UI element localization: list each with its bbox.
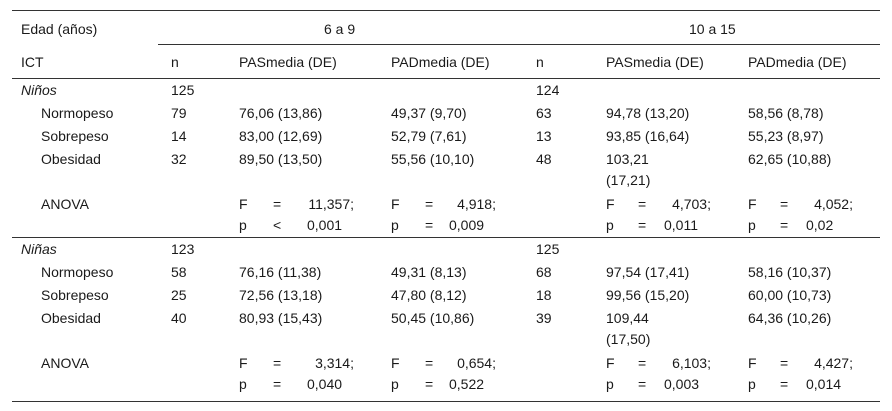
data-table: Edad (años) 6 a 9 10 a 15 ICT n PASmedia… [12, 10, 880, 402]
row-label: Sobrepeso [41, 128, 109, 144]
row-n1: 25 [171, 287, 187, 303]
row-label: Sobrepeso [41, 287, 109, 303]
row-pas1: 80,93 (15,43) [239, 310, 323, 326]
row-pad1: 47,80 (8,12) [391, 287, 467, 303]
header-divider [12, 78, 880, 79]
anova-pas2: F = 6,103; p = 0,003 [606, 355, 711, 392]
anova-pad1: F = 0,654; p = 0,522 [391, 355, 496, 392]
row-n2: 48 [536, 151, 552, 167]
row-n2: 68 [536, 264, 552, 280]
row-pas2-de: (17,50) [606, 331, 651, 347]
section-n1: 123 [171, 241, 195, 257]
section-label-girls: Niñas [21, 241, 57, 257]
row-label: Obesidad [41, 310, 101, 326]
row-pad2: 58,16 (10,37) [748, 264, 832, 280]
row-pad1: 55,56 (10,10) [391, 151, 475, 167]
row-n2: 18 [536, 287, 552, 303]
pas-header-1: PASmedia (DE) [239, 54, 337, 70]
row-n2: 39 [536, 310, 552, 326]
row-label: Normopeso [41, 264, 114, 280]
row-pas2: 109,44 [606, 310, 649, 326]
row-pad2: 64,36 (10,26) [748, 310, 832, 326]
anova-pas1: F = 3,314; p = 0,040 [239, 355, 354, 392]
group-6-9-header: 6 a 9 [324, 21, 356, 37]
anova-pad2: F = 4,427; p = 0,014 [748, 355, 853, 392]
row-n2: 13 [536, 128, 552, 144]
row-pad1: 50,45 (10,86) [391, 310, 475, 326]
anova-pad1: F = 4,918; p = 0,009 [391, 196, 496, 233]
section-n2: 125 [536, 241, 560, 257]
pad-header-1: PADmedia (DE) [391, 54, 490, 70]
row-pad1: 49,31 (8,13) [391, 264, 467, 280]
row-pas1: 76,16 (11,38) [239, 264, 322, 280]
row-n1: 14 [171, 128, 187, 144]
row-pad2: 62,65 (10,88) [748, 151, 832, 167]
row-pas1: 89,50 (13,50) [239, 151, 323, 167]
row-pas2: 97,54 (17,41) [606, 264, 690, 280]
anova-pad2: F = 4,052; p = 0,02 [748, 196, 853, 233]
row-label: Normopeso [41, 105, 114, 121]
row-pas2-de: (17,21) [606, 172, 651, 188]
section-n1: 125 [171, 82, 195, 98]
row-pas2: 103,21 [606, 151, 649, 167]
row-pad2: 55,23 (8,97) [748, 128, 824, 144]
n-header-2: n [536, 54, 544, 70]
n-header-1: n [171, 54, 179, 70]
anova-pas2: F = 4,703; p = 0,011 [606, 196, 711, 233]
row-pas1: 83,00 (12,69) [239, 128, 323, 144]
row-n2: 63 [536, 105, 552, 121]
row-n1: 79 [171, 105, 187, 121]
row-pad1: 49,37 (9,70) [391, 105, 467, 121]
row-n1: 58 [171, 264, 187, 280]
age-header: Edad (años) [21, 21, 98, 37]
row-n1: 40 [171, 310, 187, 326]
section-label-boys: Niños [21, 82, 57, 98]
row-pad1: 52,79 (7,61) [391, 128, 467, 144]
row-label: Obesidad [41, 151, 101, 167]
row-pad2: 58,56 (8,78) [748, 105, 824, 121]
anova-label: ANOVA [41, 355, 89, 371]
row-pas2: 93,85 (16,64) [606, 128, 690, 144]
anova-pas1: F = 11,357; p < 0,001 [239, 196, 354, 233]
pad-header-2: PADmedia (DE) [748, 54, 847, 70]
ict-header: ICT [21, 54, 44, 70]
row-n1: 32 [171, 151, 187, 167]
pas-header-2: PASmedia (DE) [606, 54, 704, 70]
row-pas2: 99,56 (15,20) [606, 287, 690, 303]
row-pas1: 76,06 (13,86) [239, 105, 323, 121]
anova-label: ANOVA [41, 196, 89, 212]
group-divider [158, 44, 880, 45]
row-pas1: 72,56 (13,18) [239, 287, 323, 303]
section-n2: 124 [536, 82, 560, 98]
row-pas2: 94,78 (13,20) [606, 105, 690, 121]
group-10-15-header: 10 a 15 [689, 21, 736, 37]
row-pad2: 60,00 (10,73) [748, 287, 832, 303]
section-divider [12, 237, 880, 238]
